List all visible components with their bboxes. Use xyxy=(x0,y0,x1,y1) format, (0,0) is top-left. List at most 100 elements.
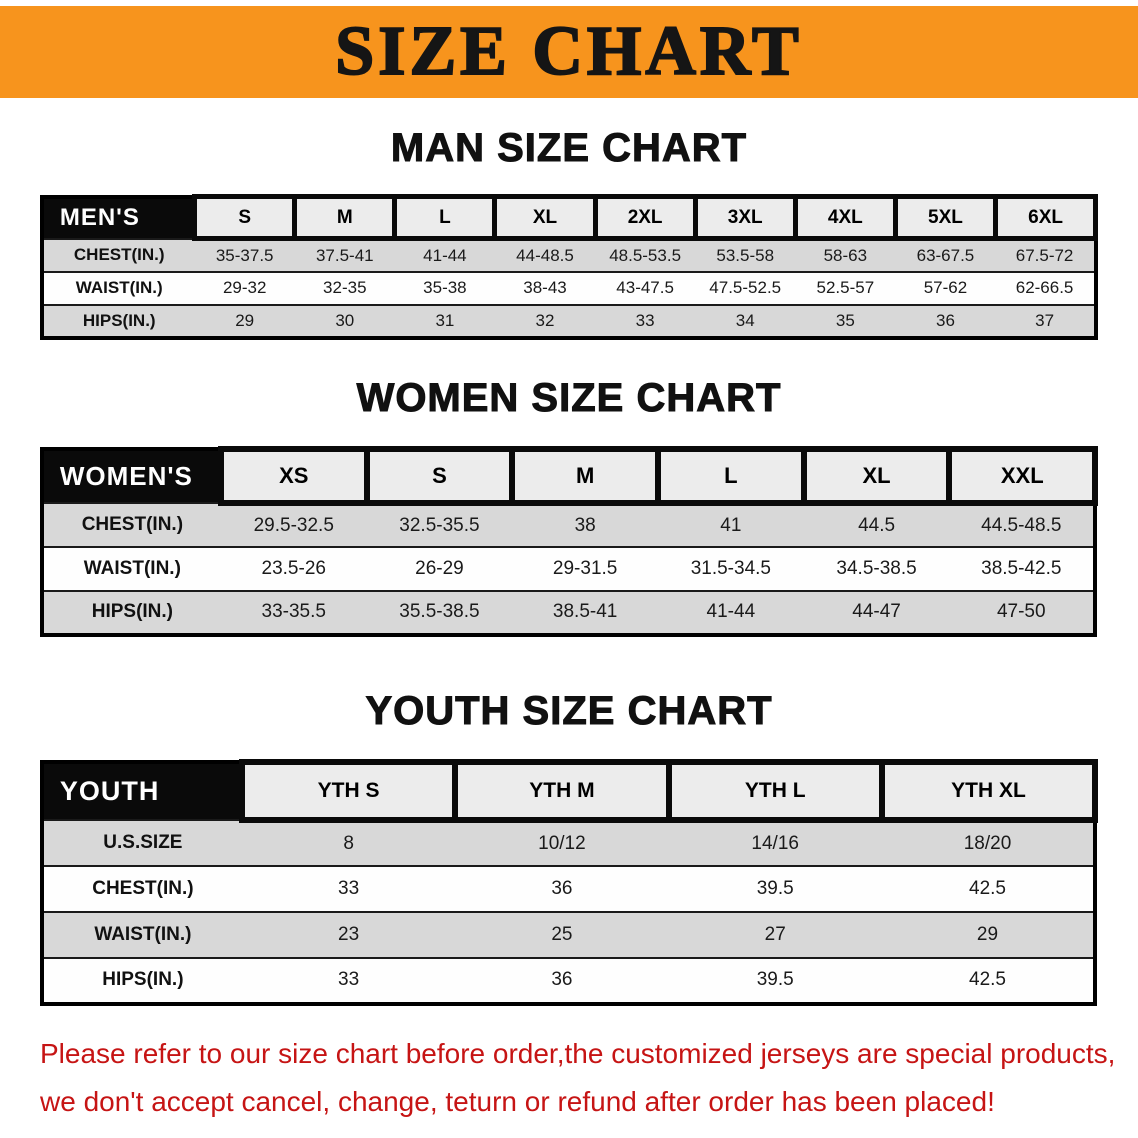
column-header-4xl: 4XL xyxy=(792,194,898,241)
column-header-yth-xl: YTH XL xyxy=(878,758,1099,823)
cell-value: 37 xyxy=(995,303,1096,338)
cell-value: 30 xyxy=(294,303,395,338)
cell-value: 67.5-72 xyxy=(995,237,1096,272)
column-header-yth-m: YTH M xyxy=(452,758,672,823)
column-header-yth-l: YTH L xyxy=(665,758,885,823)
table-row-chest-in: CHEST(IN.) 29.5-32.5 32.5-35.5 38 41 44.5 44.5… xyxy=(41,501,1096,547)
row-label: U.S.SIZE xyxy=(41,818,242,866)
column-header-xl: XL xyxy=(492,194,598,241)
column-header-m: M xyxy=(292,194,398,241)
row-label: CHEST(IN.) xyxy=(41,501,221,547)
cell-value: 47.5-52.5 xyxy=(695,270,796,305)
cell-value: 10/12 xyxy=(455,818,669,866)
table-row-waist-in: WAIST(IN.) 29-32 32-35 35-38 38-43 43-47.5 47.… xyxy=(41,270,1096,305)
cell-value: 34.5-38.5 xyxy=(803,545,950,591)
column-header-xl: XL xyxy=(800,445,953,506)
column-header-2xl: 2XL xyxy=(592,194,698,241)
footer-line-2: we don't accept cancel, change, teturn o… xyxy=(40,1085,995,1117)
header-row: MEN'S S M L XL 2XL 3XL 4XL 5XL 6XL xyxy=(41,194,1099,241)
cell-value: 43-47.5 xyxy=(595,270,696,305)
header-row: YOUTH YTH S YTH M YTH L YTH XL xyxy=(41,758,1099,823)
row-label: HIPS(IN.) xyxy=(41,589,221,635)
men-table-wrap: MEN'S S M L XL 2XL 3XL 4XL 5XL 6XL CHEST(IN.) 35-37… xyxy=(0,194,1138,340)
column-header-m: M xyxy=(509,445,661,506)
table-row-chest-in: CHEST(IN.) 33 36 39.5 42.5 xyxy=(41,864,1096,912)
cell-value: 57-62 xyxy=(895,270,996,305)
section-heading-youth: YOUTH SIZE CHART xyxy=(365,688,773,733)
column-header-5xl: 5XL xyxy=(892,194,999,241)
cell-value: 53.5-58 xyxy=(695,237,796,272)
cell-value: 29-31.5 xyxy=(512,545,658,591)
section-heading-men: MAN SIZE CHART xyxy=(390,126,748,171)
cell-value: 44-48.5 xyxy=(494,237,596,272)
cell-value: 38 xyxy=(512,501,658,547)
cell-value: 32.5-35.5 xyxy=(366,501,513,547)
column-header-xxl: XXL xyxy=(946,445,1099,506)
cell-value: 25 xyxy=(455,910,669,958)
cell-value: 33 xyxy=(595,303,696,338)
cell-value: 44.5-48.5 xyxy=(949,501,1096,547)
header-row: WOMEN'S XS S M L XL XXL xyxy=(41,445,1099,506)
cell-value: 31 xyxy=(394,303,495,338)
banner: SIZE CHART xyxy=(0,6,1138,98)
row-label: CHEST(IN.) xyxy=(41,237,195,272)
row-label: HIPS(IN.) xyxy=(41,956,242,1004)
cell-value: 37.5-41 xyxy=(294,237,395,272)
cell-value: 32-35 xyxy=(294,270,395,305)
page-title: SIZE CHART xyxy=(334,13,803,90)
cell-value: 48.5-53.5 xyxy=(595,237,696,272)
table-corner-label: YOUTH xyxy=(41,761,242,820)
footer-line-1: Please refer to our size chart before or… xyxy=(40,1037,1116,1069)
cell-value: 44-47 xyxy=(803,589,950,635)
cell-value: 29 xyxy=(881,910,1096,958)
section-heading-women: WOMEN SIZE CHART xyxy=(356,375,782,420)
column-header-l: L xyxy=(392,194,498,241)
cell-value: 39.5 xyxy=(668,956,882,1004)
cell-value: 27 xyxy=(668,910,882,958)
cell-value: 23.5-26 xyxy=(220,545,367,591)
cell-value: 39.5 xyxy=(668,864,882,912)
cell-value: 36 xyxy=(455,864,669,912)
row-label: CHEST(IN.) xyxy=(41,864,242,912)
column-header-yth-s: YTH S xyxy=(238,758,459,823)
row-label: WAIST(IN.) xyxy=(41,270,195,305)
column-header-s: S xyxy=(363,445,516,506)
cell-value: 26-29 xyxy=(366,545,513,591)
cell-value: 38-43 xyxy=(494,270,596,305)
youth-size-table: YOUTH YTH S YTH M YTH L YTH XL U.S.SIZE 8 10/12… xyxy=(39,758,1099,1006)
table-corner-label: MEN'S xyxy=(41,196,195,239)
table-row-chest-in: CHEST(IN.) 35-37.5 37.5-41 41-44 44-48.5 48.5… xyxy=(41,237,1096,272)
table-corner-label: WOMEN'S xyxy=(41,448,221,503)
cell-value: 38.5-41 xyxy=(512,589,658,635)
cell-value: 58-63 xyxy=(795,237,896,272)
cell-value: 31.5-34.5 xyxy=(658,545,804,591)
row-label: WAIST(IN.) xyxy=(41,910,242,958)
cell-value: 38.5-42.5 xyxy=(949,545,1096,591)
cell-value: 35-37.5 xyxy=(194,237,295,272)
cell-value: 33-35.5 xyxy=(220,589,367,635)
cell-value: 41 xyxy=(658,501,804,547)
cell-value: 41-44 xyxy=(394,237,495,272)
cell-value: 35-38 xyxy=(394,270,495,305)
column-header-l: L xyxy=(655,445,807,506)
cell-value: 41-44 xyxy=(658,589,804,635)
row-label: WAIST(IN.) xyxy=(41,545,221,591)
row-label: HIPS(IN.) xyxy=(41,303,195,338)
section-women: WOMEN SIZE CHART WOMEN'S XS S M L XL XXL CHEST(… xyxy=(0,375,1138,637)
section-youth: YOUTH SIZE CHART YOUTH YTH S YTH M YTH L YTH… xyxy=(0,688,1138,1006)
column-header-6xl: 6XL xyxy=(992,194,1099,241)
table-row-waist-in: WAIST(IN.) 23.5-26 26-29 29-31.5 31.5-34.5 34… xyxy=(41,545,1096,591)
cell-value: 35 xyxy=(795,303,896,338)
cell-value: 36 xyxy=(455,956,669,1004)
cell-value: 47-50 xyxy=(949,589,1096,635)
cell-value: 33 xyxy=(241,956,456,1004)
cell-value: 29.5-32.5 xyxy=(220,501,367,547)
men-size-table: MEN'S S M L XL 2XL 3XL 4XL 5XL 6XL CHEST(IN.) 35-37… xyxy=(39,194,1099,340)
cell-value: 29 xyxy=(194,303,295,338)
cell-value: 42.5 xyxy=(881,956,1096,1004)
women-table-wrap: WOMEN'S XS S M L XL XXL CHEST(IN.) 29.5-32.5 32.5… xyxy=(0,445,1138,637)
cell-value: 32 xyxy=(494,303,596,338)
cell-value: 42.5 xyxy=(881,864,1096,912)
youth-table-wrap: YOUTH YTH S YTH M YTH L YTH XL U.S.SIZE 8 10/12… xyxy=(0,758,1138,1006)
column-header-xs: XS xyxy=(217,445,370,506)
